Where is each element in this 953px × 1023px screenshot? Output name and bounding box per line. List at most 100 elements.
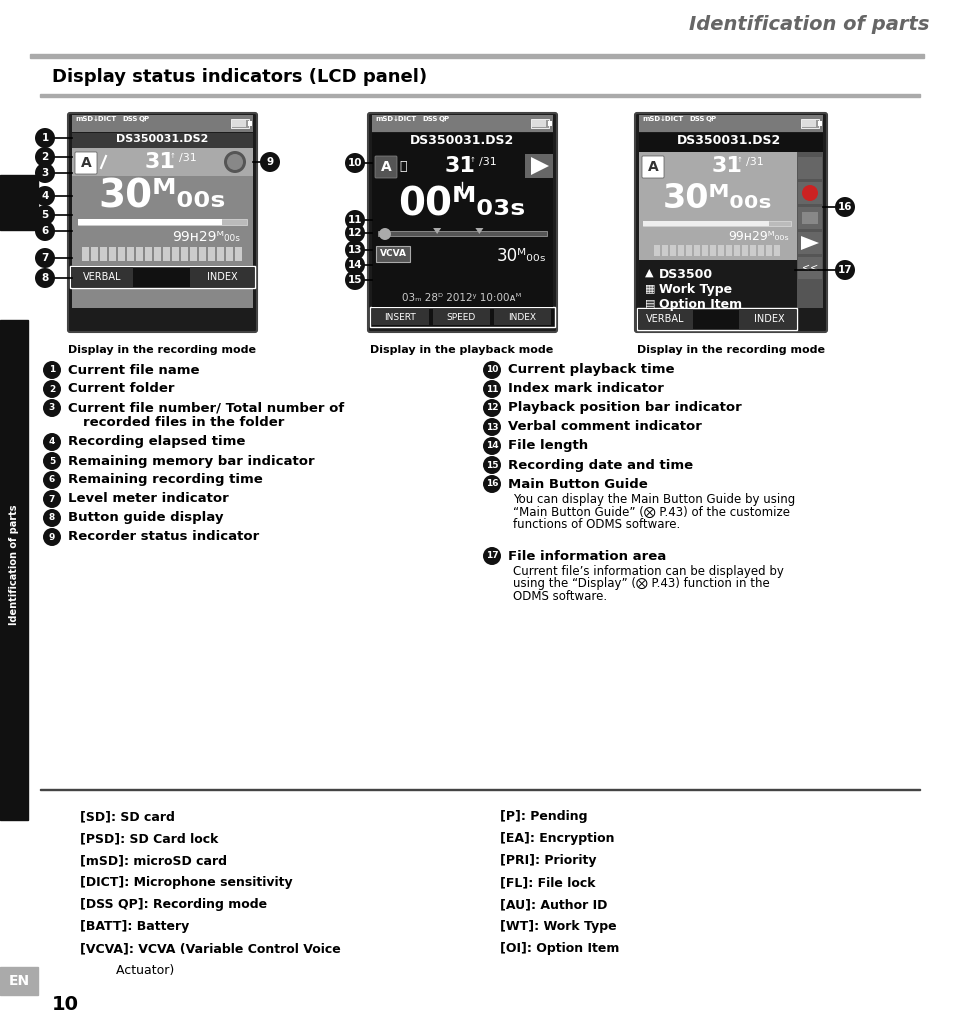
Text: “Main Button Guide” (⨂ P.43) of the customize: “Main Button Guide” (⨂ P.43) of the cust… — [513, 505, 789, 519]
Text: 14: 14 — [485, 442, 497, 450]
Text: Current playback time: Current playback time — [507, 363, 674, 376]
Circle shape — [35, 248, 55, 268]
Circle shape — [345, 255, 365, 275]
Text: 3: 3 — [41, 168, 49, 178]
Text: [mSD]: microSD card: [mSD]: microSD card — [80, 854, 227, 868]
Text: Main Button Guide: Main Button Guide — [507, 478, 647, 490]
Bar — [797, 157, 821, 179]
Text: 6: 6 — [49, 476, 55, 485]
Text: mSD: mSD — [641, 116, 659, 122]
Circle shape — [482, 399, 500, 417]
Bar — [71, 228, 253, 244]
Bar — [801, 120, 815, 127]
Text: 9: 9 — [266, 157, 274, 167]
Bar — [208, 247, 214, 261]
Text: [BATT]: Battery: [BATT]: Battery — [80, 920, 189, 933]
Bar — [372, 243, 553, 265]
Text: 1: 1 — [9, 202, 30, 231]
Bar — [40, 94, 919, 97]
FancyBboxPatch shape — [375, 155, 396, 178]
Circle shape — [378, 228, 391, 240]
FancyBboxPatch shape — [641, 155, 663, 178]
Text: [P]: Pending: [P]: Pending — [499, 810, 587, 822]
Text: DS3500: DS3500 — [659, 268, 713, 281]
Bar — [172, 247, 179, 261]
Circle shape — [43, 380, 61, 398]
Text: EN: EN — [9, 974, 30, 988]
Circle shape — [482, 361, 500, 379]
Text: /31: /31 — [745, 157, 763, 167]
Text: 1: 1 — [41, 133, 49, 143]
Bar — [248, 121, 252, 126]
FancyBboxPatch shape — [635, 113, 826, 332]
Bar — [693, 244, 700, 256]
Text: Recording date and time: Recording date and time — [507, 458, 693, 472]
Text: [OI]: Option Item: [OI]: Option Item — [499, 942, 618, 955]
Bar — [0, 320, 28, 820]
Text: 8: 8 — [49, 514, 55, 523]
Text: 11: 11 — [485, 385, 497, 394]
Bar — [739, 309, 795, 329]
Text: Display in the recording mode: Display in the recording mode — [637, 345, 824, 355]
Text: 12: 12 — [485, 403, 497, 412]
Text: A: A — [647, 160, 658, 174]
Text: SPEED: SPEED — [446, 312, 476, 321]
Bar — [797, 182, 821, 204]
Bar — [642, 221, 790, 226]
Text: DSS: DSS — [421, 116, 436, 122]
Text: DSS: DSS — [122, 116, 137, 122]
Text: <<: << — [801, 263, 818, 273]
Text: recorded files in the folder: recorded files in the folder — [83, 416, 284, 430]
Text: 4: 4 — [49, 438, 55, 446]
Text: 10: 10 — [485, 365, 497, 374]
Bar — [758, 244, 763, 256]
Text: ↓DICT: ↓DICT — [393, 116, 416, 122]
Text: 3: 3 — [49, 403, 55, 412]
Text: 12: 12 — [348, 228, 362, 238]
Bar — [372, 133, 553, 152]
Text: 17: 17 — [837, 265, 851, 275]
Bar — [639, 228, 796, 242]
Bar — [773, 244, 780, 256]
Circle shape — [801, 185, 817, 201]
Circle shape — [43, 399, 61, 417]
Text: VCVA: VCVA — [379, 250, 406, 259]
Text: [PSD]: SD Card lock: [PSD]: SD Card lock — [80, 832, 218, 845]
Bar — [639, 218, 796, 228]
Text: Current file name: Current file name — [68, 363, 199, 376]
Text: ↓DICT: ↓DICT — [92, 116, 117, 122]
Text: functions of ODMS software.: functions of ODMS software. — [513, 519, 679, 532]
Text: DS350031.DS2: DS350031.DS2 — [410, 134, 514, 147]
Text: ↑: ↑ — [470, 157, 476, 163]
Circle shape — [35, 163, 55, 183]
Circle shape — [482, 475, 500, 493]
Circle shape — [35, 147, 55, 167]
Circle shape — [345, 210, 365, 230]
Bar — [642, 221, 768, 226]
Text: [DICT]: Microphone sensitivity: [DICT]: Microphone sensitivity — [80, 876, 293, 889]
Bar — [190, 247, 196, 261]
Text: Display in the playback mode: Display in the playback mode — [370, 345, 553, 355]
Text: QP: QP — [438, 116, 450, 122]
Bar — [231, 119, 249, 128]
Bar — [71, 267, 132, 287]
Bar — [377, 231, 546, 236]
Text: Index mark indicator: Index mark indicator — [507, 383, 663, 396]
Bar — [372, 180, 553, 225]
Circle shape — [43, 361, 61, 379]
Text: DS350031.DS2: DS350031.DS2 — [115, 134, 208, 144]
Text: [EA]: Encryption: [EA]: Encryption — [499, 832, 614, 845]
Bar — [638, 309, 692, 329]
Bar — [71, 244, 253, 266]
Bar — [190, 267, 253, 287]
Bar — [78, 219, 247, 225]
FancyBboxPatch shape — [368, 113, 557, 332]
Text: /31: /31 — [179, 153, 196, 163]
Bar — [817, 121, 821, 126]
Bar — [639, 152, 796, 308]
Text: /31: /31 — [478, 157, 497, 167]
Text: 1: 1 — [49, 365, 55, 374]
Bar — [145, 247, 152, 261]
Text: [PRI]: Priority: [PRI]: Priority — [499, 854, 596, 868]
Bar — [0, 175, 38, 230]
